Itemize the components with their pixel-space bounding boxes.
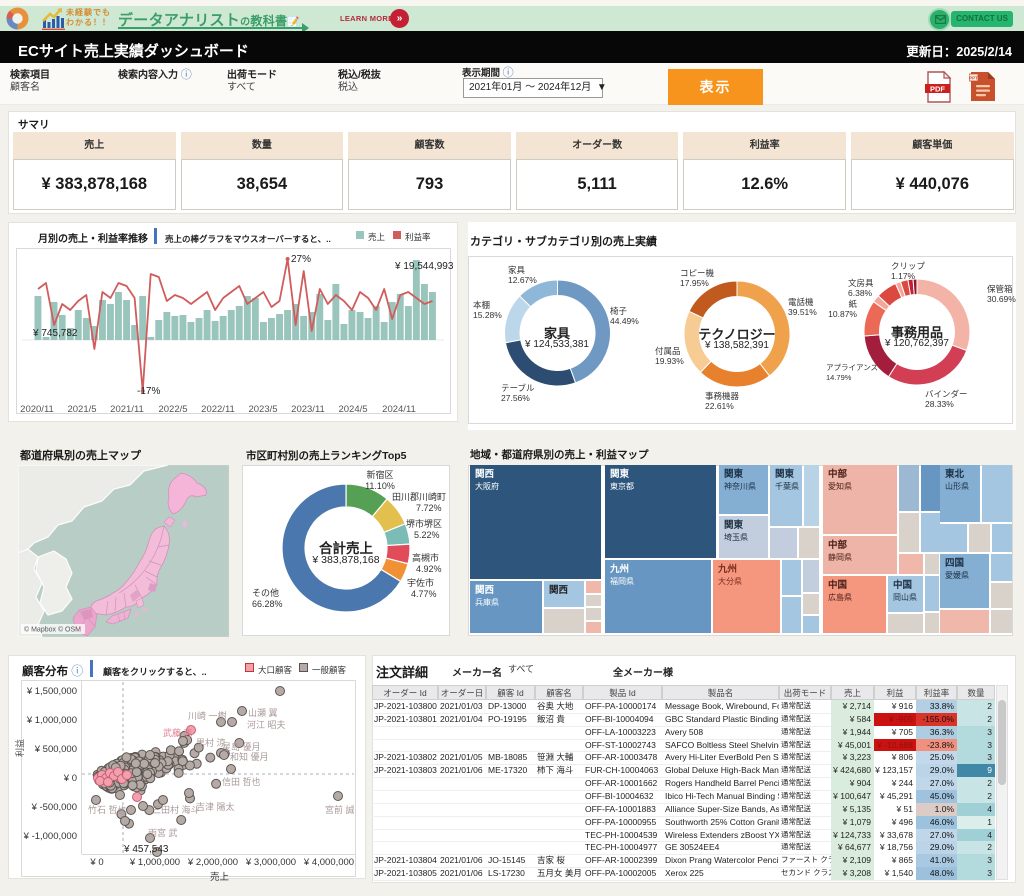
svg-text:© Mapbox © OSM: © Mapbox © OSM bbox=[24, 626, 81, 634]
svg-text:PPT: PPT bbox=[969, 75, 978, 80]
svg-text:PDF: PDF bbox=[930, 85, 945, 94]
